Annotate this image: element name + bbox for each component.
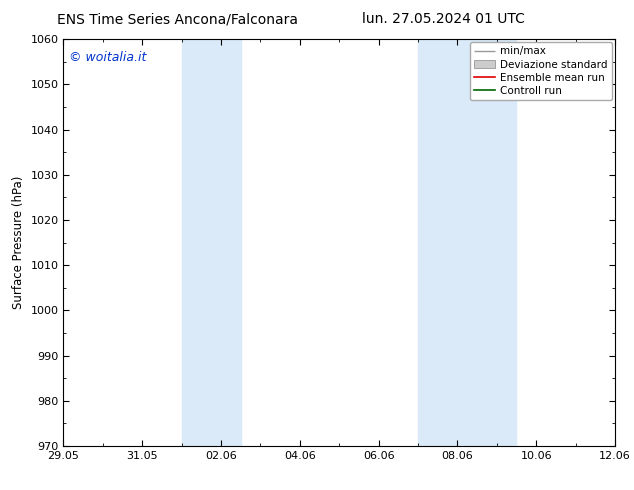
Text: lun. 27.05.2024 01 UTC: lun. 27.05.2024 01 UTC [363, 12, 525, 26]
Y-axis label: Surface Pressure (hPa): Surface Pressure (hPa) [12, 176, 25, 309]
Text: ENS Time Series Ancona/Falconara: ENS Time Series Ancona/Falconara [57, 12, 298, 26]
Bar [418, 39, 517, 446]
Bar [181, 39, 241, 446]
Legend: min/max, Deviazione standard, Ensemble mean run, Controll run: min/max, Deviazione standard, Ensemble m… [470, 42, 612, 100]
Text: © woitalia.it: © woitalia.it [69, 51, 146, 64]
